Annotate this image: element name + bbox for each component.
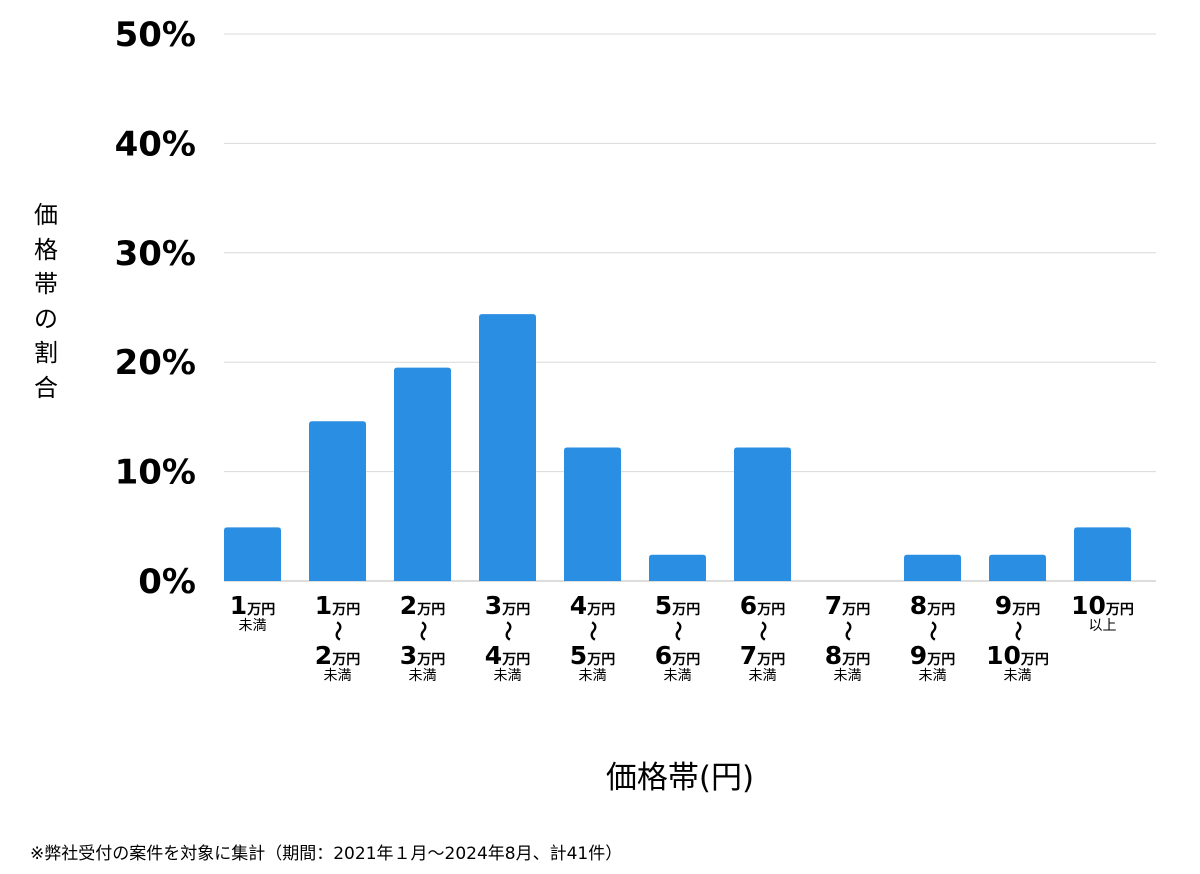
x-tick-label: 2万円〜 3万円 未満 [399, 591, 446, 684]
y-tick-label: 10% [115, 453, 196, 493]
bar [1074, 527, 1131, 581]
bar [394, 367, 451, 581]
bar [904, 554, 961, 581]
y-tick-label: 50% [115, 15, 196, 55]
bar [564, 447, 621, 581]
y-tick-label: 30% [115, 234, 196, 274]
x-tick-label: 6万円〜 7万円 未満 [739, 591, 786, 684]
x-tick-label: 8万円〜 9万円 未満 [909, 591, 956, 684]
x-tick-label: 4万円〜 5万円 未満 [569, 591, 616, 684]
x-tick-label: 5万円〜 6万円 未満 [654, 591, 701, 684]
y-tick-label: 0% [138, 562, 196, 602]
x-tick-label: 10万円 以上 [1071, 591, 1134, 634]
bar [479, 314, 536, 581]
y-tick-label: 20% [115, 343, 196, 383]
y-tick-label: 40% [115, 124, 196, 164]
y-axis-label: 価格帯の割合 [34, 201, 58, 402]
x-tick-label: 1万円〜 2万円 未満 [314, 591, 361, 684]
bar [309, 421, 366, 581]
bar [649, 554, 706, 581]
bar [989, 554, 1046, 581]
x-tick-label: 7万円〜 8万円 未満 [824, 591, 871, 684]
bar [224, 527, 281, 581]
x-tick-label: 9万円〜 10万円 未満 [986, 591, 1049, 684]
x-tick-label: 3万円〜 4万円 未満 [484, 591, 531, 684]
bar [734, 447, 791, 581]
x-tick-label: 1万円 未満 [229, 591, 276, 634]
footnote: ※弊社受付の案件を対象に集計（期間：2021年１月〜2024年8月、計41件） [30, 844, 623, 864]
x-axis-title: 価格帯(円) [605, 760, 755, 796]
